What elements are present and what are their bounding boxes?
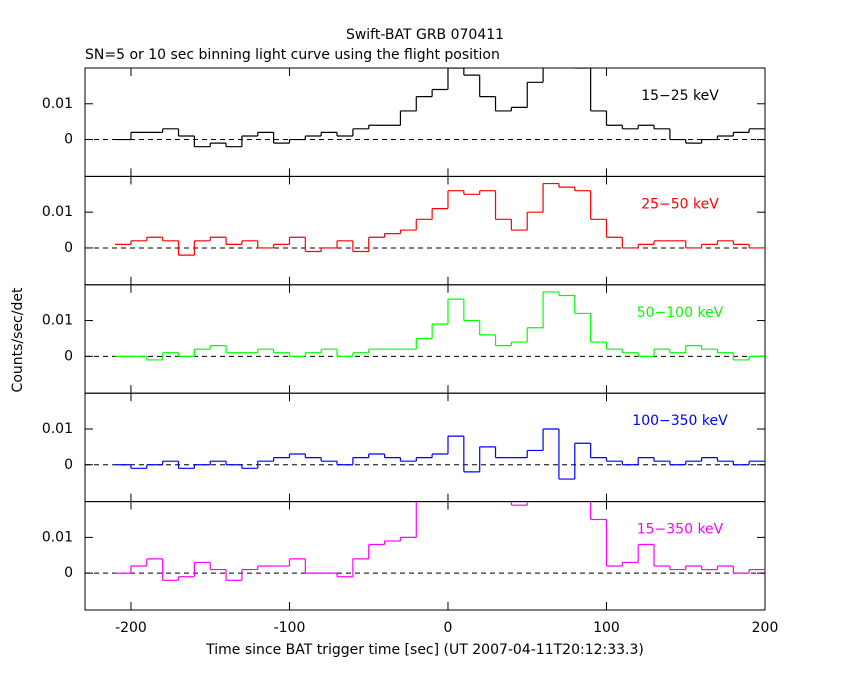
x-axis-label: Time since BAT trigger time [sec] (UT 20… xyxy=(205,642,644,658)
band-label: 100−350 keV xyxy=(632,413,728,429)
x-tick-label: -200 xyxy=(115,620,147,636)
chart-title: Swift-BAT GRB 070411 xyxy=(346,27,504,43)
x-tick-label: 0 xyxy=(444,620,453,636)
band-label: 15−25 keV xyxy=(641,88,719,104)
panel-frame xyxy=(84,392,766,503)
light-curve xyxy=(115,68,765,148)
y-tick-label: 0.01 xyxy=(42,204,73,220)
light-curve xyxy=(115,428,765,480)
y-tick-label: 0 xyxy=(64,457,73,473)
panel-frame xyxy=(84,501,766,611)
y-tick-label: 0 xyxy=(64,240,73,256)
panel-frame xyxy=(84,67,766,177)
light-curve xyxy=(115,182,765,256)
x-tick-label: 200 xyxy=(752,620,779,636)
x-tick-label: -100 xyxy=(274,620,306,636)
x-tick-label: 100 xyxy=(593,620,620,636)
y-tick-label: 0.01 xyxy=(42,421,73,437)
band-label: 15−350 keV xyxy=(637,522,724,538)
y-tick-label: 0.01 xyxy=(42,96,73,112)
y-tick-label: 0 xyxy=(64,565,73,581)
y-tick-label: 0 xyxy=(64,348,73,364)
panel-frame xyxy=(84,175,766,286)
y-tick-label: 0 xyxy=(64,132,73,148)
chart-subtitle: SN=5 or 10 sec binning light curve using… xyxy=(85,47,500,63)
y-tick-label: 0.01 xyxy=(42,313,73,329)
y-tick-label: 0.01 xyxy=(42,529,73,545)
y-axis-label: Counts/sec/det xyxy=(10,287,26,392)
light-curve xyxy=(115,291,765,361)
band-label: 50−100 keV xyxy=(637,305,724,321)
light-curve xyxy=(115,501,765,581)
band-label: 25−50 keV xyxy=(641,196,719,212)
